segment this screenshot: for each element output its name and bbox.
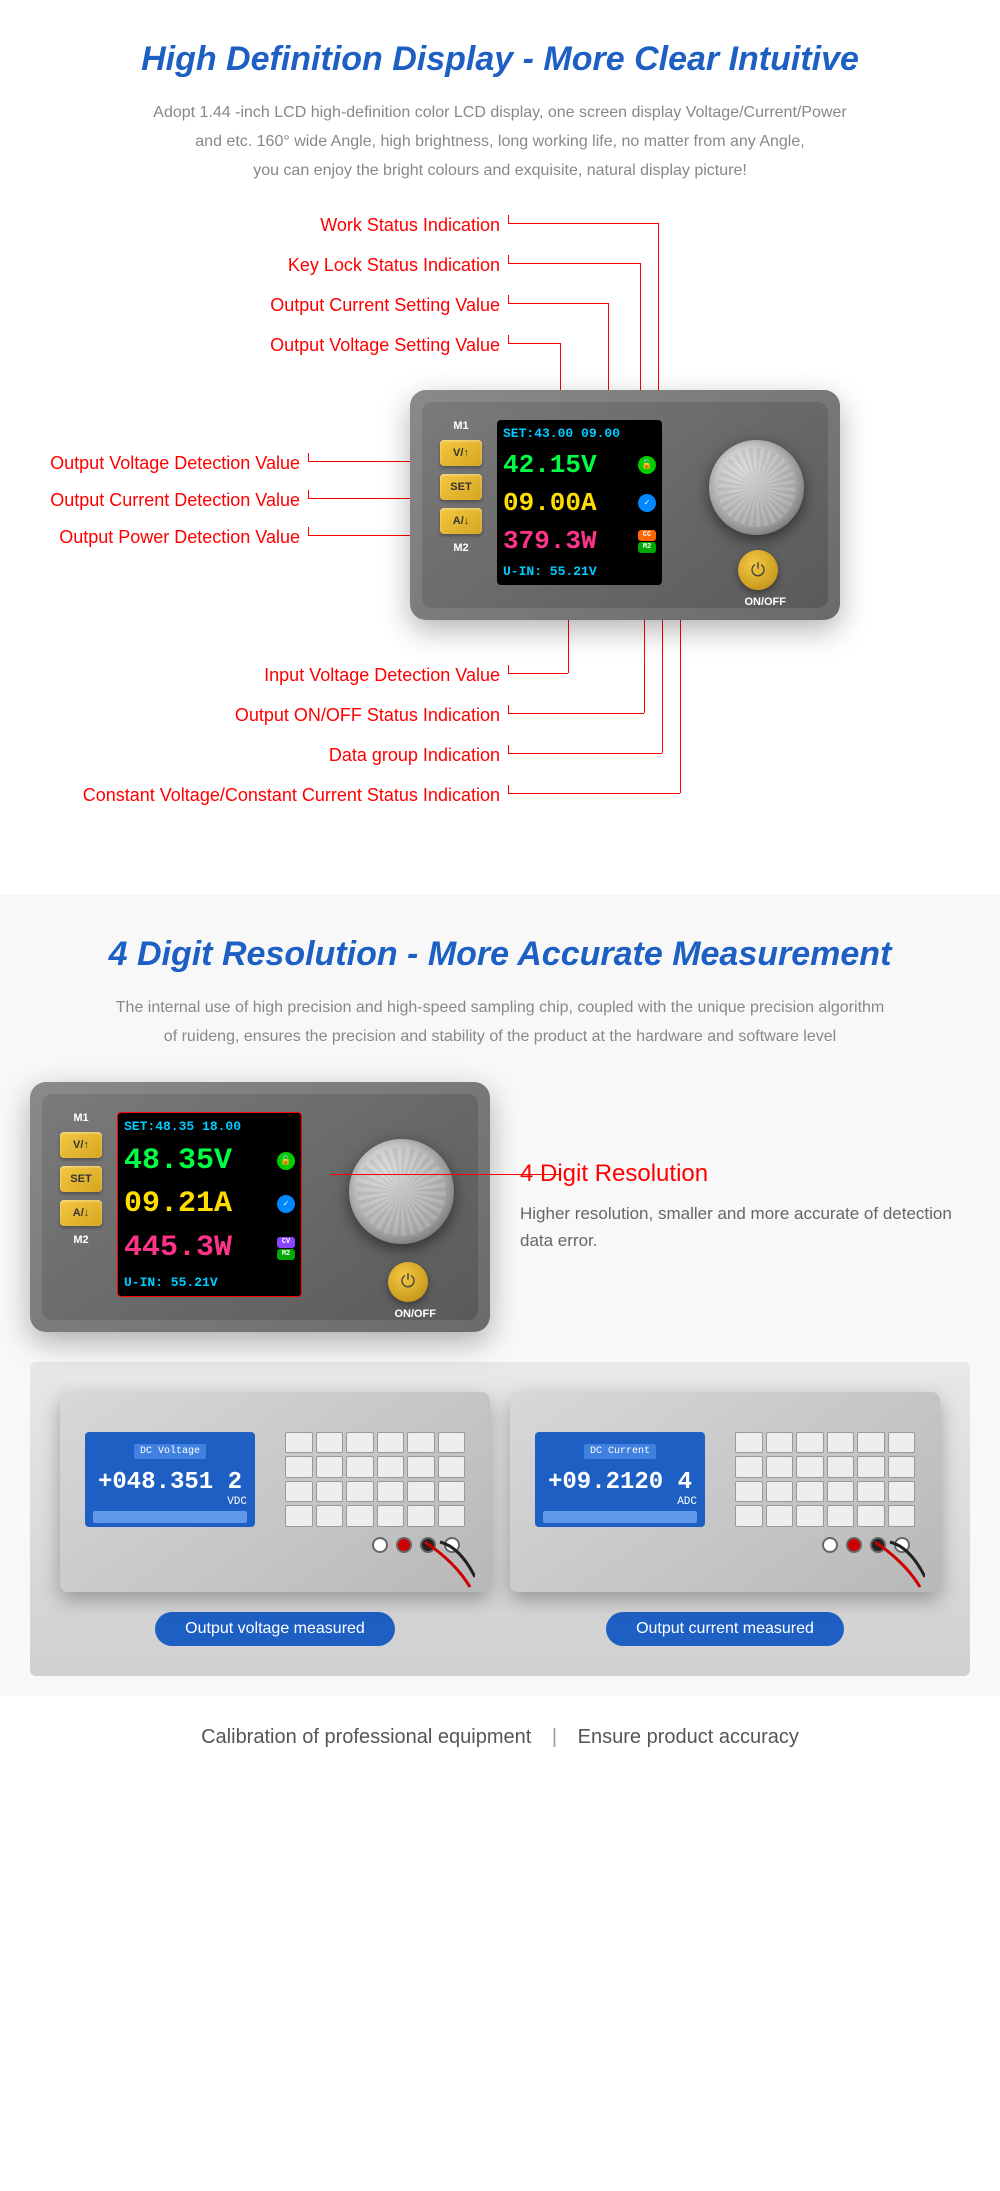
lcd-current: 09.21A✓ (124, 1187, 295, 1221)
callout-diagram: Work Status Indication Key Lock Status I… (30, 215, 970, 855)
meter-value: +09.2120 4 (543, 1469, 697, 1496)
meter-screen: DC Voltage +048.351 2 VDC (85, 1432, 255, 1527)
meter-unit: VDC (93, 1496, 247, 1508)
callout-text: Higher resolution, smaller and more accu… (520, 1200, 970, 1254)
callout-out-vol-det: Output Voltage Detection Value (50, 453, 300, 474)
lcd-voltage: 48.35V🔓 (124, 1144, 295, 1178)
multimeter-current: DC Current +09.2120 4 ADC (510, 1392, 940, 1592)
lcd-input: U-IN: 55.21V (124, 1275, 295, 1290)
section-title: High Definition Display - More Clear Int… (30, 40, 970, 79)
meter-label-current: Output current measured (606, 1612, 844, 1646)
m2-badge: M2 (638, 542, 656, 553)
device-button-column: M1 V/↑ SET A/↓ M2 (60, 1112, 102, 1246)
current-button: A/↓ (60, 1200, 102, 1226)
callout-cv-cc: Constant Voltage/Constant Current Status… (83, 785, 500, 806)
lcd-input: U-IN: 55.21V (503, 564, 656, 579)
section-hd-display: High Definition Display - More Clear Int… (0, 0, 1000, 895)
cc-badge: CC (638, 530, 656, 541)
lcd-set-line: SET:43.00 09.00 (503, 426, 656, 441)
multimeter-voltage: DC Voltage +048.351 2 VDC (60, 1392, 490, 1592)
callout-out-cur-det: Output Current Detection Value (50, 490, 300, 511)
lock-icon: 🔓 (638, 456, 656, 474)
cv-badge: CV (277, 1237, 295, 1248)
onoff-label: ON/OFF (744, 596, 786, 608)
power-supply-device-2: M1 V/↑ SET A/↓ M2 SET:48.35 18.00 48.35V… (30, 1082, 490, 1332)
meter-buttons (285, 1432, 465, 1527)
lcd-current: 09.00A✓ (503, 488, 656, 518)
meter-label-voltage: Output voltage measured (155, 1612, 395, 1646)
callout-in-vol-det: Input Voltage Detection Value (264, 665, 500, 686)
onoff-status-icon: ✓ (638, 494, 656, 512)
callout-out-onoff: Output ON/OFF Status Indication (235, 705, 500, 726)
meter-screen: DC Current +09.2120 4 ADC (535, 1432, 705, 1527)
m2-badge: M2 (277, 1249, 295, 1260)
footer-text: Calibration of professional equipment | … (0, 1696, 1000, 1779)
meter-value: +048.351 2 (93, 1469, 247, 1496)
callout-out-cur-set: Output Current Setting Value (270, 295, 500, 316)
lcd-voltage: 42.15V🔓 (503, 450, 656, 480)
lcd-power: 445.3WCVM2 (124, 1231, 295, 1265)
section-subtitle: The internal use of high precision and h… (30, 994, 970, 1052)
callout-out-vol-set: Output Voltage Setting Value (270, 335, 500, 356)
power-supply-device: M1 V/↑ SET A/↓ M2 SET:43.00 09.00 42.15V… (410, 390, 840, 620)
voltage-button: V/↑ (60, 1132, 102, 1158)
meter-buttons (735, 1432, 915, 1527)
callout-data-group: Data group Indication (329, 745, 500, 766)
rotary-knob (709, 440, 804, 535)
voltage-button: V/↑ (440, 440, 482, 466)
onoff-label: ON/OFF (394, 1308, 436, 1320)
section-title: 4 Digit Resolution - More Accurate Measu… (30, 935, 970, 974)
callout-key-lock: Key Lock Status Indication (288, 255, 500, 276)
callout-out-pow-det: Output Power Detection Value (59, 527, 300, 548)
lcd-screen: SET:48.35 18.00 48.35V🔓 09.21A✓ 445.3WCV… (117, 1112, 302, 1297)
meter-mode: DC Voltage (134, 1444, 206, 1459)
m1-label: M1 (453, 420, 468, 432)
power-button: ⏻ (738, 550, 778, 590)
onoff-status-icon: ✓ (277, 1195, 295, 1213)
lock-icon: 🔓 (277, 1152, 295, 1170)
meter-unit: ADC (543, 1496, 697, 1508)
power-button: ⏻ (388, 1262, 428, 1302)
device-button-column: M1 V/↑ SET A/↓ M2 (440, 420, 482, 554)
callout-title: 4 Digit Resolution (520, 1160, 970, 1188)
lcd-power: 379.3WCCM2 (503, 526, 656, 556)
set-button: SET (60, 1166, 102, 1192)
m2-label: M2 (453, 542, 468, 554)
rotary-knob (349, 1139, 454, 1244)
callout-4digit: 4 Digit Resolution Higher resolution, sm… (520, 1160, 970, 1254)
lcd-screen: SET:43.00 09.00 42.15V🔓 09.00A✓ 379.3WCC… (497, 420, 662, 585)
section-subtitle: Adopt 1.44 -inch LCD high-definition col… (30, 99, 970, 185)
current-button: A/↓ (440, 508, 482, 534)
multimeter-row: DC Voltage +048.351 2 VDC Output voltage… (30, 1362, 970, 1676)
lcd-set-line: SET:48.35 18.00 (124, 1119, 295, 1134)
set-button: SET (440, 474, 482, 500)
meter-mode: DC Current (584, 1444, 656, 1459)
section-4digit: 4 Digit Resolution - More Accurate Measu… (0, 895, 1000, 1696)
callout-work-status: Work Status Indication (320, 215, 500, 236)
